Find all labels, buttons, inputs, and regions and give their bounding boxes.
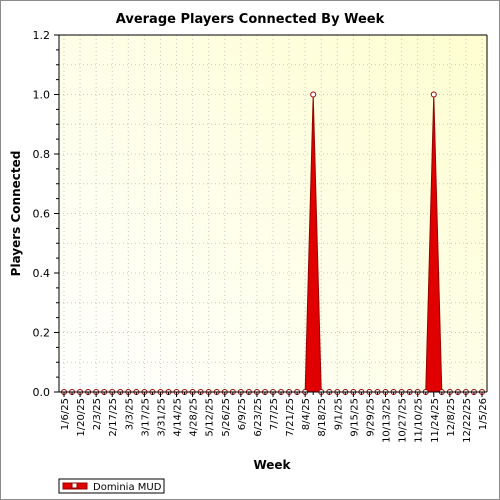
x-tick-label: 7/7/25 <box>269 398 280 430</box>
x-tick-label: 9/15/25 <box>349 398 360 437</box>
x-tick-label: 12/8/25 <box>446 398 457 437</box>
legend-marker <box>71 482 78 489</box>
data-point <box>430 91 437 98</box>
x-tick-label: 1/5/26 <box>478 398 489 430</box>
x-tick-label: 11/24/25 <box>430 398 441 443</box>
legend: Dominia MUD <box>58 478 165 494</box>
x-tick-label: 5/12/25 <box>205 398 216 437</box>
x-tick-label: 8/18/25 <box>317 398 328 437</box>
x-tick-label: 4/28/25 <box>189 398 200 437</box>
x-tick-label: 9/29/25 <box>365 398 376 437</box>
y-tick-label: 0.0 <box>33 386 51 399</box>
x-tick-labels: 1/6/25 1/20/25 2/3/25 2/17/25 3/3/25 3/17/25 3… <box>60 398 489 443</box>
x-tick-label: 5/26/25 <box>221 398 232 437</box>
x-axis-label: Week <box>253 458 291 472</box>
data-point <box>310 91 317 98</box>
y-tick-label: 0.2 <box>33 327 51 340</box>
x-tick-label: 6/9/25 <box>237 398 248 430</box>
axes-layer <box>54 34 488 397</box>
x-tick-label: 1/20/25 <box>76 398 87 437</box>
legend-label: Dominia MUD <box>93 482 162 493</box>
x-tick-label: 2/17/25 <box>108 398 119 437</box>
y-tick-label: 0.6 <box>33 208 51 221</box>
x-tick-label: 3/3/25 <box>124 398 135 430</box>
x-tick-label: 10/27/25 <box>398 398 409 443</box>
chart-title: Average Players Connected By Week <box>116 12 385 27</box>
x-tick-label: 7/21/25 <box>285 398 296 437</box>
y-tick-label: 0.4 <box>33 267 51 280</box>
y-axis-label: Players Connected <box>9 151 23 277</box>
x-tick-label: 10/13/25 <box>382 398 393 443</box>
y-tick-label: 0.8 <box>33 148 51 161</box>
x-tick-label: 12/22/25 <box>462 398 473 443</box>
y-tick-labels: 0.0 0.2 0.4 0.6 0.8 1.0 1.2 <box>33 29 51 399</box>
x-tick-label: 6/23/25 <box>253 398 264 437</box>
y-tick-label: 1.0 <box>33 89 51 102</box>
x-tick-label: 3/31/25 <box>156 398 167 437</box>
y-tick-label: 1.2 <box>33 29 51 42</box>
x-tick-label: 1/6/25 <box>60 398 71 430</box>
x-tick-label: 3/17/25 <box>140 398 151 437</box>
x-tick-label: 11/10/25 <box>414 398 425 443</box>
x-tick-label: 4/14/25 <box>173 398 184 437</box>
grid-layer <box>59 35 487 392</box>
x-tick-label: 2/3/25 <box>92 398 103 430</box>
x-tick-label: 9/1/25 <box>333 398 344 430</box>
x-tick-label: 8/4/25 <box>301 398 312 430</box>
